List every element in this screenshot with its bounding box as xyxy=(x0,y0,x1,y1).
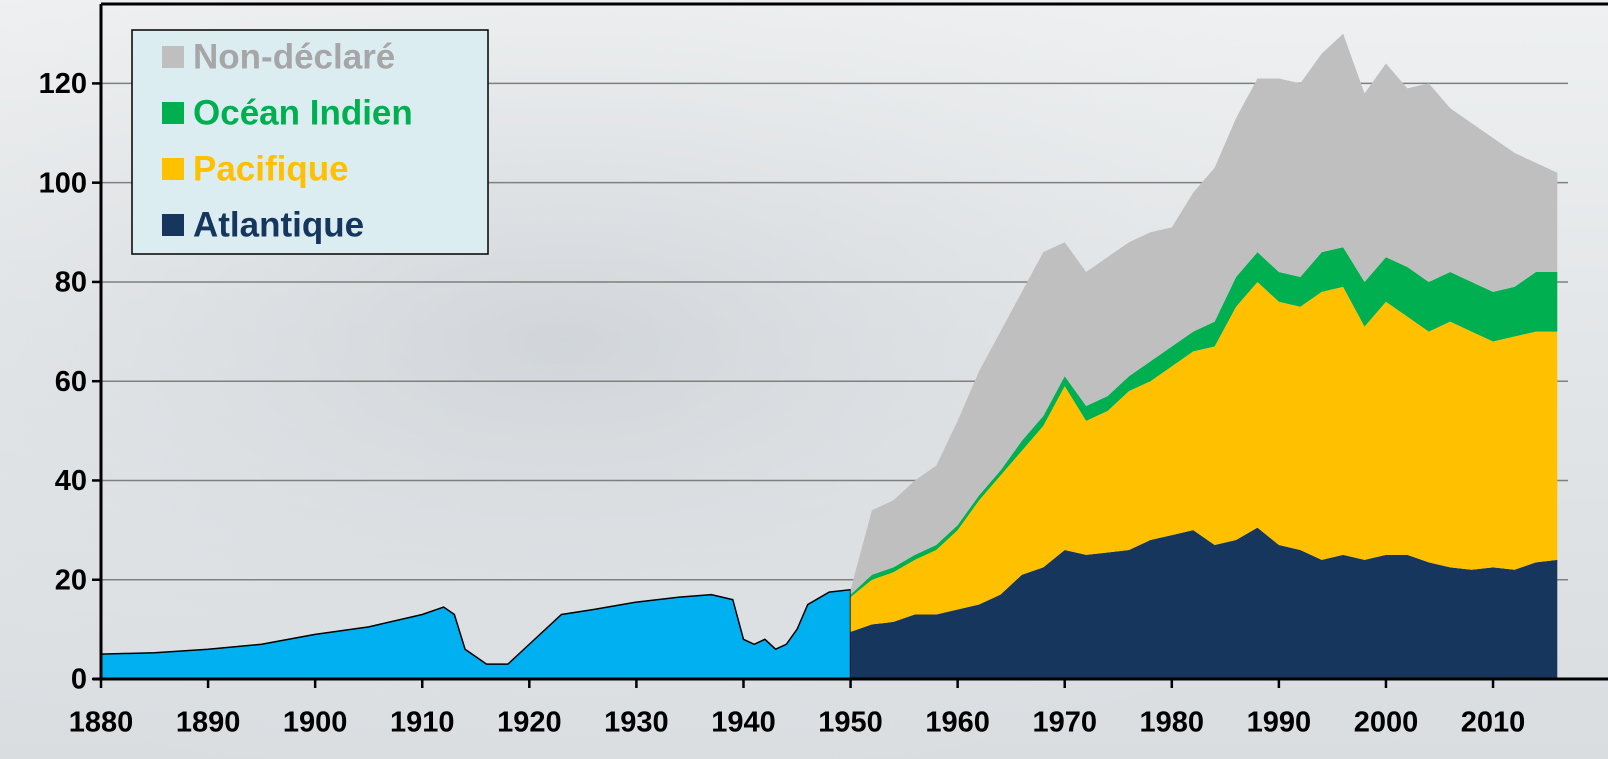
x-tick-label: 1890 xyxy=(176,707,241,739)
x-tick-label: 1930 xyxy=(604,707,669,739)
legend-swatch xyxy=(162,214,184,236)
x-tick-label: 1940 xyxy=(711,707,776,739)
y-tick-label: 80 xyxy=(55,267,87,299)
x-tick-label: 1880 xyxy=(69,707,134,739)
y-tick-label: 100 xyxy=(39,167,87,199)
x-tick-label: 1990 xyxy=(1247,707,1312,739)
x-tick-label: 1960 xyxy=(925,707,990,739)
area xyxy=(850,33,1558,595)
x-tick-label: 2010 xyxy=(1461,707,1526,739)
y-tick-label: 40 xyxy=(55,465,87,497)
x-tick-label: 1920 xyxy=(497,707,562,739)
x-tick-label: 1950 xyxy=(818,707,883,739)
x-tick-label: 1970 xyxy=(1032,707,1097,739)
legend-label: Océan Indien xyxy=(193,93,413,132)
legend-label: Pacifique xyxy=(193,149,349,188)
area xyxy=(850,281,1558,632)
area xyxy=(850,527,1558,679)
y-tick-label: 0 xyxy=(71,664,87,696)
legend-swatch xyxy=(162,46,184,68)
y-tick-label: 120 xyxy=(39,68,87,100)
x-tick-label: 2000 xyxy=(1354,707,1419,739)
legend-swatch xyxy=(162,158,184,180)
x-tick-label: 1900 xyxy=(283,707,348,739)
legend-label: Atlantique xyxy=(193,205,364,244)
x-tick-label: 1910 xyxy=(390,707,455,739)
legend-label: Non-déclaré xyxy=(193,37,395,76)
legend-swatch xyxy=(162,102,184,124)
y-tick-label: 20 xyxy=(55,564,87,596)
legend-box xyxy=(131,29,489,255)
x-tick-label: 1980 xyxy=(1140,707,1205,739)
y-tick-label: 60 xyxy=(55,366,87,398)
